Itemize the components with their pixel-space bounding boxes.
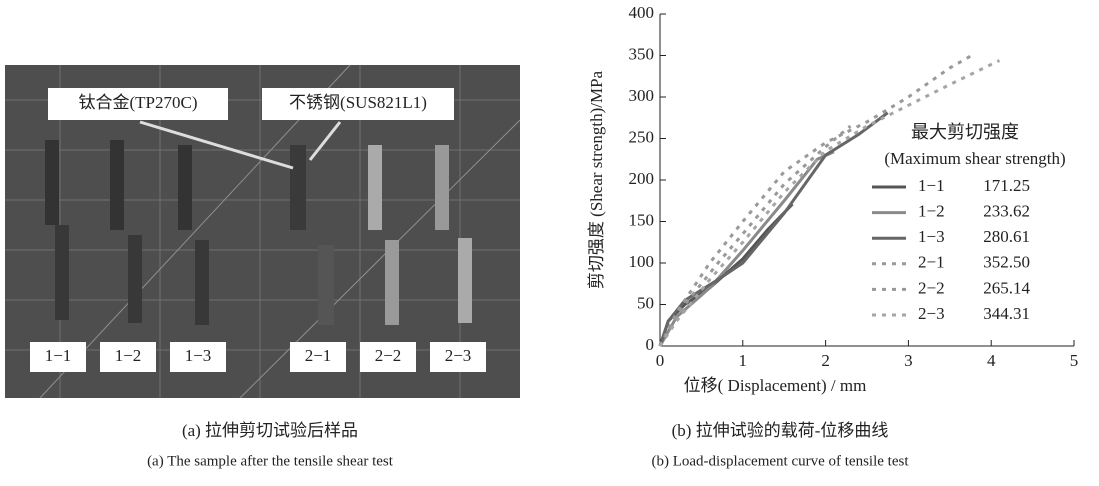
legend-value: 352.50	[983, 253, 1030, 272]
legend-name: 2−2	[918, 278, 945, 297]
legend-title: 最大剪切强度	[911, 122, 1019, 142]
x-axis-label: 位移( Displacement) / mm	[684, 376, 867, 395]
legend-name: 1−3	[918, 227, 945, 246]
sample-label: 2−2	[375, 346, 402, 365]
caption: (a) 拉伸剪切试验后样品	[182, 421, 358, 440]
y-tick-label: 50	[637, 293, 654, 312]
y-axis-label: 剪切强度 (Shear strength)/MPa	[587, 70, 606, 289]
legend-name: 2−3	[918, 304, 945, 323]
caption: (b) 拉伸试验的载荷-位移曲线	[672, 421, 889, 440]
y-tick-label: 300	[629, 86, 655, 105]
legend-value: 233.62	[983, 202, 1030, 221]
callout: 钛合金(TP270C)	[79, 93, 198, 112]
sample-label: 1−2	[115, 346, 142, 365]
y-tick-label: 350	[629, 44, 655, 63]
legend-name: 1−1	[918, 176, 945, 195]
y-tick-label: 100	[629, 252, 655, 271]
caption: (b) Load-displacement curve of tensile t…	[652, 453, 910, 469]
x-tick-label: 5	[1070, 351, 1079, 370]
x-tick-label: 0	[656, 351, 665, 370]
series-line	[660, 60, 999, 346]
y-tick-label: 400	[629, 3, 655, 22]
y-tick-label: 150	[629, 210, 655, 229]
callout: 不锈钢(SUS821L1)	[289, 93, 427, 112]
x-tick-label: 3	[904, 351, 913, 370]
legend-value: 265.14	[983, 278, 1030, 297]
x-tick-label: 2	[821, 351, 830, 370]
caption: (a) The sample after the tensile shear t…	[147, 453, 394, 469]
legend-subtitle: (Maximum shear strength)	[884, 149, 1065, 168]
legend-value: 344.31	[983, 304, 1030, 323]
y-tick-label: 200	[629, 169, 655, 188]
legend-value: 171.25	[983, 176, 1030, 195]
y-tick-label: 250	[629, 127, 655, 146]
legend-value: 280.61	[983, 227, 1030, 246]
y-tick-label: 0	[646, 335, 655, 354]
series-line	[660, 54, 975, 346]
sample-label: 1−3	[185, 346, 212, 365]
sample-label: 2−1	[305, 346, 332, 365]
figure: 钛合金(TP270C) 不锈钢(SUS821L1) (a) 拉伸剪切试验后样品 …	[0, 0, 1099, 481]
sample-label: 2−3	[445, 346, 472, 365]
x-tick-label: 1	[739, 351, 748, 370]
legend-name: 1−2	[918, 202, 945, 221]
legend-name: 2−1	[918, 253, 945, 272]
series-line	[660, 113, 888, 346]
x-tick-label: 4	[987, 351, 996, 370]
sample-label: 1−1	[45, 346, 72, 365]
